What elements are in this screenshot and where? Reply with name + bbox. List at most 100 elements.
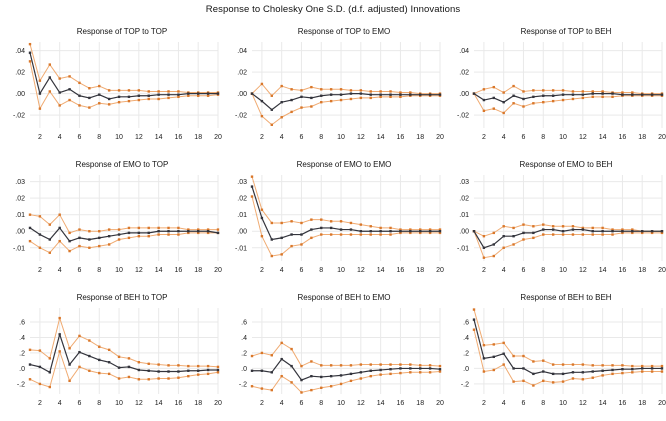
series-marker-upper-band [409, 91, 412, 94]
y-tick-label: -.2 [17, 381, 25, 388]
series-marker-response [428, 230, 432, 233]
series-marker-upper-band [167, 90, 170, 93]
y-tick-label: .6 [19, 319, 25, 326]
series-marker-upper-band [310, 360, 313, 363]
series-marker-lower-band [107, 372, 111, 376]
y-tick-label: .01 [237, 212, 247, 219]
series-marker-lower-band [542, 101, 545, 104]
series-marker-response [532, 231, 535, 235]
series-marker-upper-band [187, 228, 190, 231]
series-marker-response [197, 369, 200, 372]
series-marker-upper-band [127, 357, 131, 360]
series-marker-upper-band [369, 363, 372, 366]
series-marker-response [28, 51, 32, 54]
series-marker-response [280, 101, 283, 104]
series-marker-upper-band [197, 364, 200, 368]
y-tick-label: .00 [15, 91, 25, 98]
series-marker-upper-band [48, 357, 51, 360]
x-tick-label: 8 [319, 267, 323, 274]
series-marker-response [300, 95, 303, 99]
y-tick-label: .00 [459, 91, 469, 98]
series-marker-response [561, 372, 565, 376]
series-marker-lower-band [482, 256, 486, 259]
series-marker-upper-band [631, 228, 634, 231]
series-marker-response [591, 230, 594, 233]
x-tick-label: 14 [377, 134, 385, 141]
series-marker-response [438, 230, 442, 233]
series-marker-response [551, 228, 555, 231]
panel-title: Response of EMO to EMO [296, 160, 392, 169]
series-marker-response [58, 333, 61, 336]
series-marker-upper-band [329, 88, 333, 91]
series-marker-upper-band [68, 231, 71, 235]
series-marker-lower-band [532, 102, 535, 105]
series-marker-response [157, 230, 160, 233]
series-marker-upper-band [542, 89, 545, 92]
x-tick-label: 6 [522, 400, 526, 407]
series-marker-upper-band [379, 226, 382, 230]
series-marker-upper-band [206, 228, 210, 231]
series-marker-lower-band [438, 231, 442, 235]
series-marker-upper-band [561, 89, 565, 92]
y-tick-label: .02 [237, 196, 247, 203]
x-tick-label: 20 [658, 134, 666, 141]
series-marker-lower-band [167, 233, 170, 236]
series-marker-response [147, 231, 150, 235]
x-tick-label: 16 [619, 267, 627, 274]
series-marker-upper-band [409, 228, 412, 231]
series-marker-lower-band [349, 379, 353, 383]
series-marker-upper-band [611, 228, 614, 231]
series-marker-lower-band [270, 254, 273, 258]
x-tick-label: 2 [482, 400, 486, 407]
series-marker-lower-band [187, 94, 190, 97]
series-marker-lower-band [369, 96, 372, 100]
series-marker-response [320, 94, 323, 97]
series-marker-response [270, 238, 273, 241]
series-marker-upper-band [177, 226, 180, 230]
y-tick-label: -.2 [239, 381, 247, 388]
series-marker-lower-band [631, 231, 634, 235]
series-marker-lower-band [68, 379, 71, 383]
panel-emo-beh: .03 .02 .01 .00 -.01 2 4 6 8 10 12 14 16 18 20 Respons… [444, 155, 666, 288]
series-marker-upper-band [147, 226, 150, 230]
series-marker-upper-band [512, 226, 515, 230]
series-marker-upper-band [78, 81, 81, 85]
series-marker-lower-band [88, 246, 91, 249]
y-tick-label: .2 [463, 350, 469, 357]
series-marker-response [107, 234, 111, 238]
series-marker-upper-band [631, 364, 634, 368]
series-marker-lower-band [601, 233, 604, 236]
series-marker-lower-band [320, 386, 323, 390]
series-marker-lower-band [389, 233, 392, 236]
x-tick-label: 14 [155, 400, 163, 407]
series-marker-response [117, 233, 121, 236]
series-marker-response [206, 92, 210, 95]
series-marker-response [349, 228, 353, 231]
series-marker-upper-band [601, 226, 604, 230]
series-marker-upper-band [117, 355, 121, 359]
series-marker-upper-band [601, 364, 604, 367]
series-marker-lower-band [147, 234, 150, 238]
series-marker-response [379, 230, 382, 233]
panel-grid: .04.02.00 -.02 2 4 6 8 10 12 14 16 18 20 Response o… [0, 22, 666, 421]
series-marker-upper-band [167, 226, 170, 230]
series-marker-response [660, 230, 664, 233]
series-marker-response [68, 88, 71, 91]
series-marker-upper-band [502, 225, 505, 228]
series-marker-lower-band [409, 231, 412, 235]
series-marker-upper-band [78, 334, 81, 338]
series-marker-upper-band [641, 364, 644, 368]
y-tick-label: .04 [459, 48, 469, 55]
series-marker-lower-band [147, 97, 150, 101]
series-marker-response [137, 368, 141, 372]
series-marker-response [591, 92, 594, 95]
series-marker-upper-band [472, 308, 476, 311]
series-marker-lower-band [561, 380, 565, 383]
series-marker-lower-band [561, 233, 565, 236]
series-marker-response [28, 363, 32, 366]
series-marker-response [58, 91, 61, 94]
series-marker-response [107, 361, 111, 364]
series-marker-lower-band [98, 244, 101, 248]
series-marker-lower-band [339, 382, 343, 386]
irf-plot-beh-emo: .6 .4 .2 .0 -.2 2 4 6 8 10 12 14 16 18 20 [239, 308, 444, 407]
